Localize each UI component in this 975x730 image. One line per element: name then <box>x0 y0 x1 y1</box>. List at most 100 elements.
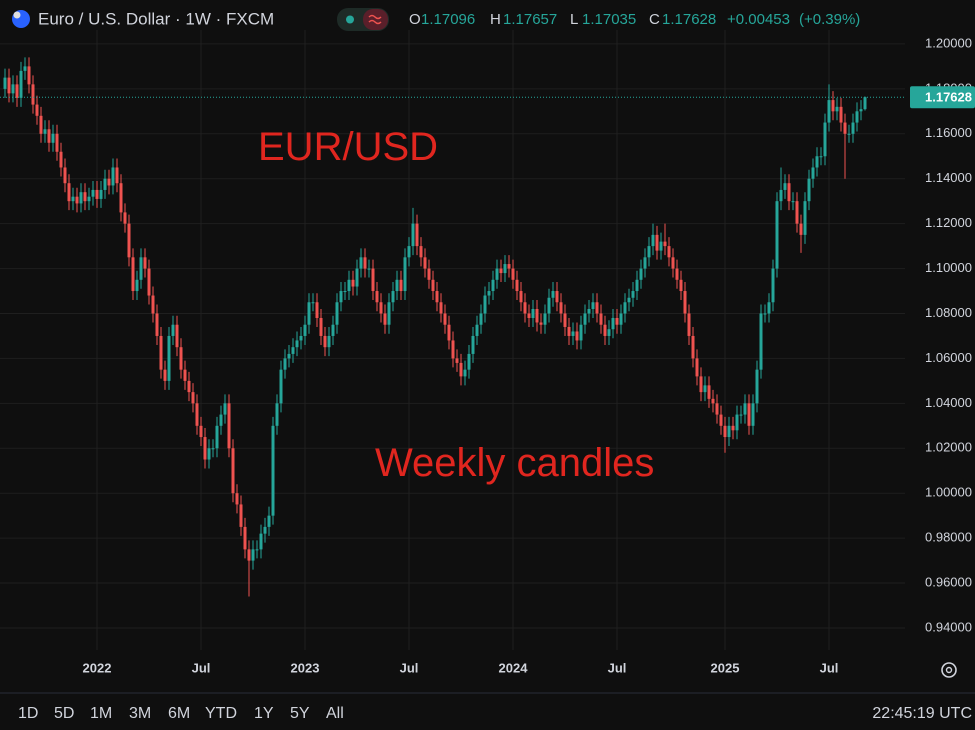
candle-body <box>771 268 775 303</box>
candle-body <box>787 183 791 202</box>
candle-body <box>31 84 35 105</box>
candle-body <box>151 295 155 314</box>
candle-body <box>463 369 467 377</box>
y-tick-label: 1.00000 <box>925 485 972 500</box>
candle-body <box>723 425 727 438</box>
candle-body <box>707 385 711 399</box>
candle-body <box>839 106 843 123</box>
y-tick-label: 0.96000 <box>925 574 972 589</box>
ohlc-label: O <box>409 11 421 28</box>
candle-body <box>191 392 195 404</box>
candle-body <box>627 297 631 303</box>
candle-body <box>599 313 603 325</box>
candle-body <box>523 302 527 314</box>
candle-body <box>815 156 819 168</box>
candle-body <box>407 246 411 258</box>
candle-body <box>435 291 439 303</box>
candle-body <box>335 302 339 325</box>
candle-body <box>159 335 163 370</box>
candle-body <box>507 264 511 269</box>
candle-body <box>439 302 443 314</box>
candle-body <box>403 257 407 292</box>
candle-body <box>51 133 55 143</box>
candle-body <box>199 425 203 438</box>
candle-body <box>835 106 839 112</box>
candle-body <box>543 313 547 325</box>
candle-body <box>715 403 719 415</box>
candle-body <box>267 515 271 527</box>
candle-body <box>679 279 683 292</box>
candle-body <box>219 414 223 426</box>
candle-body <box>859 109 863 112</box>
range-button[interactable]: 1D <box>18 705 38 722</box>
candle-body <box>275 403 279 426</box>
candle-body <box>163 369 167 381</box>
candle-body <box>567 326 571 336</box>
range-button[interactable]: 1Y <box>254 705 274 722</box>
x-tick-label: 2024 <box>499 660 529 675</box>
candle-body <box>27 66 31 85</box>
candle-body <box>3 77 7 89</box>
candle-body <box>471 335 475 354</box>
ohlc-label: C <box>649 11 660 28</box>
candle-body <box>383 313 387 325</box>
range-button[interactable]: 5D <box>54 705 74 722</box>
range-button[interactable]: 6M <box>168 705 190 722</box>
candle-body <box>271 425 275 516</box>
candle-body <box>687 313 691 336</box>
settings-icon[interactable] <box>941 662 957 678</box>
candle-body <box>235 493 239 505</box>
range-button[interactable]: 3M <box>129 705 151 722</box>
candle-body <box>483 295 487 314</box>
candle-body <box>79 192 83 204</box>
candle-body <box>263 526 267 534</box>
candle-body <box>803 201 807 235</box>
range-button[interactable]: All <box>326 705 344 722</box>
candle-body <box>139 257 143 280</box>
candle-body <box>683 291 687 314</box>
candle-body <box>243 526 247 550</box>
candle-body <box>843 122 847 134</box>
candle-body <box>395 279 399 292</box>
candle-body <box>535 309 539 323</box>
candle-body <box>519 291 523 303</box>
y-tick-label: 1.12000 <box>925 215 972 230</box>
candle-body <box>619 313 623 325</box>
candle-body <box>315 302 319 318</box>
candle-body <box>103 178 107 190</box>
candle-body <box>107 178 111 186</box>
clock[interactable]: 22:45:19 UTC <box>872 705 972 722</box>
candle-body <box>831 100 835 112</box>
candle-body <box>115 167 119 184</box>
candle-body <box>555 291 559 303</box>
candle-body <box>443 313 447 325</box>
last-price-label: 1.17628 <box>925 90 972 105</box>
candle-body <box>327 335 331 348</box>
candle-body <box>767 302 771 314</box>
candle-body <box>487 291 491 296</box>
range-button[interactable]: 1M <box>90 705 112 722</box>
candle-body <box>711 398 715 404</box>
candle-body <box>307 302 311 325</box>
range-button[interactable]: 5Y <box>290 705 310 722</box>
candle-body <box>223 403 227 415</box>
candle-body <box>247 549 251 561</box>
candle-body <box>339 291 343 303</box>
candle-body <box>663 241 667 247</box>
symbol-title[interactable]: Euro / U.S. Dollar · 1W · FXCM <box>38 9 274 28</box>
candle-body <box>827 100 831 123</box>
range-button[interactable]: YTD <box>205 705 237 722</box>
candle-body <box>363 257 367 269</box>
candle-body <box>667 246 671 258</box>
candle-body <box>755 369 759 404</box>
candle-body <box>607 329 611 336</box>
candle-body <box>855 111 859 123</box>
candle-body <box>503 264 507 274</box>
candle-body <box>631 291 635 298</box>
candle-body <box>331 324 335 336</box>
candle-body <box>359 257 363 269</box>
market-open-dot <box>346 15 354 24</box>
candle-body <box>155 313 159 336</box>
candle-body <box>743 403 747 415</box>
x-tick-label: Jul <box>192 660 211 675</box>
